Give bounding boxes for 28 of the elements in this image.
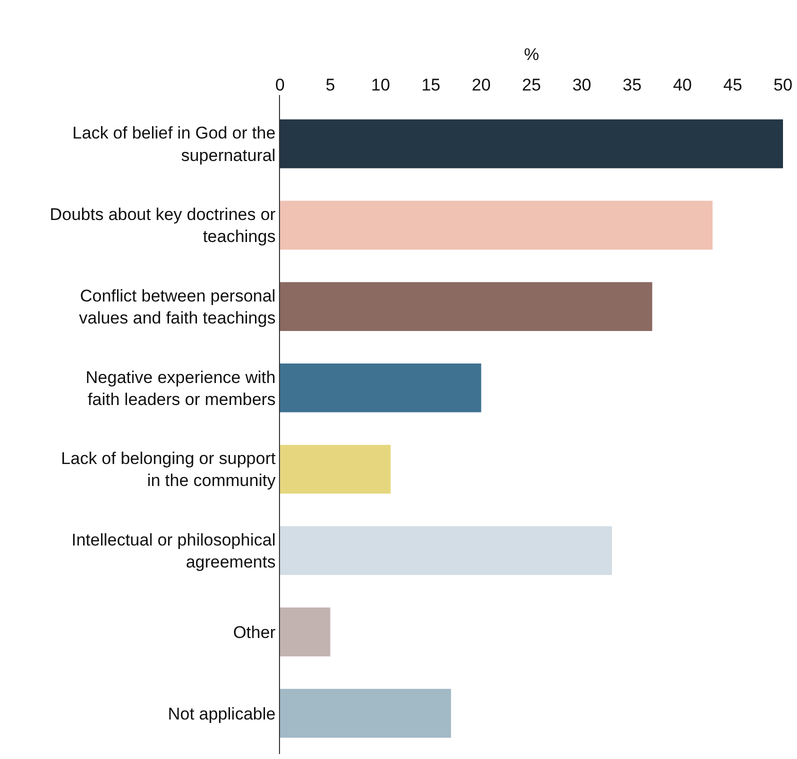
x-axis-title: % (524, 45, 540, 64)
x-tick-label: 45 (723, 76, 742, 95)
y-tick-label: Other (233, 622, 276, 642)
y-tick-label: Lack of belief in God or the supernatural (72, 124, 276, 165)
x-tick-label: 0 (275, 76, 285, 95)
bar (280, 526, 612, 576)
y-tick-label: Doubts about key doctrines or teachings (50, 205, 276, 246)
y-tick-label: Intellectual or philosophical agreements (71, 530, 276, 572)
x-tick-label: 10 (371, 76, 390, 95)
y-tick-label: Conflict between personal values and faith teachings (79, 286, 276, 328)
y-tick-label: Not applicable (168, 704, 276, 724)
x-tick-label: 30 (572, 76, 592, 95)
bar (280, 363, 482, 412)
y-tick-label: Lack of belonging or support in the community (61, 449, 276, 490)
bar (280, 200, 713, 250)
x-tick-label: 25 (522, 76, 541, 95)
bar (280, 119, 783, 168)
x-tick-label: 5 (326, 76, 336, 95)
bar (280, 282, 652, 331)
x-tick-label: 40 (672, 76, 692, 95)
bar (280, 608, 330, 656)
x-tick-label: 20 (472, 76, 491, 95)
x-tick-label: 15 (421, 76, 440, 95)
bar (280, 444, 391, 494)
x-tick-label: 35 (622, 76, 642, 95)
bar (280, 688, 452, 738)
x-tick-label: 50 (774, 76, 792, 95)
y-tick-label: Negative experience with faith leaders or members (86, 368, 276, 409)
